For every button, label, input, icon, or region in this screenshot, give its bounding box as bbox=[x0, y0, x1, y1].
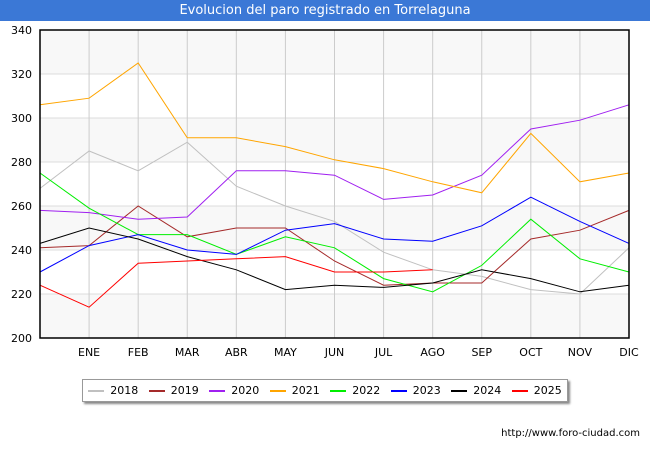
y-tick-label: 320 bbox=[11, 68, 32, 81]
y-tick-label: 280 bbox=[11, 156, 32, 169]
source-url: http://www.foro-ciudad.com bbox=[501, 428, 640, 439]
x-tick-label: SEP bbox=[471, 346, 492, 359]
x-tick-label: MAR bbox=[175, 346, 200, 359]
legend-item-2024: 2024 bbox=[451, 384, 501, 397]
x-tick-label: FEB bbox=[128, 346, 149, 359]
series-line-2019 bbox=[39, 205, 630, 286]
series-line-2020 bbox=[39, 104, 630, 220]
legend-label: 2024 bbox=[473, 384, 502, 397]
legend-swatch bbox=[330, 389, 347, 392]
legend-swatch bbox=[511, 389, 528, 392]
series-line-2025 bbox=[39, 256, 433, 308]
y-tick-label: 240 bbox=[11, 244, 32, 257]
legend-swatch bbox=[148, 389, 165, 392]
series-line-2023 bbox=[39, 196, 630, 273]
legend-label: 2021 bbox=[291, 384, 320, 397]
x-tick-label: DIC bbox=[619, 346, 639, 359]
x-tick-label: NOV bbox=[568, 346, 593, 359]
legend-item-2022: 2022 bbox=[330, 384, 380, 397]
legend-swatch bbox=[88, 389, 105, 392]
y-tick-label: 300 bbox=[11, 112, 32, 125]
legend-label: 2023 bbox=[412, 384, 441, 397]
legend-swatch bbox=[209, 389, 226, 392]
series-line-2018 bbox=[39, 141, 630, 295]
y-tick-label: 340 bbox=[11, 24, 32, 37]
x-tick-label: JUN bbox=[324, 346, 345, 359]
legend-item-2019: 2019 bbox=[148, 384, 199, 397]
y-tick-label: 200 bbox=[11, 332, 32, 345]
x-tick-label: MAY bbox=[274, 346, 297, 359]
legend-item-2025: 2025 bbox=[511, 384, 562, 397]
plot-frame bbox=[39, 29, 630, 339]
x-tick-label: ABR bbox=[225, 346, 248, 359]
chart-title: Evolucion del paro registrado en Torrela… bbox=[0, 0, 650, 21]
x-tick-label: JUL bbox=[374, 346, 393, 359]
legend-item-2020: 2020 bbox=[209, 384, 259, 397]
legend-label: 2020 bbox=[231, 384, 260, 397]
legend-label: 2018 bbox=[110, 384, 139, 397]
x-tick-label: ENE bbox=[78, 346, 100, 359]
legend-swatch bbox=[390, 389, 407, 392]
legend-item-2018: 2018 bbox=[88, 384, 138, 397]
legend-label: 2019 bbox=[170, 384, 199, 397]
legend-label: 2025 bbox=[533, 384, 562, 397]
x-tick-label: OCT bbox=[519, 346, 542, 359]
legend-label: 2022 bbox=[352, 384, 381, 397]
legend: 2018 2019 2020 2021 2022 2023 2024 2025 bbox=[82, 379, 568, 402]
legend-swatch bbox=[269, 389, 286, 392]
series-line-2021 bbox=[39, 62, 630, 194]
series-line-2024 bbox=[39, 227, 630, 293]
legend-item-2023: 2023 bbox=[390, 384, 441, 397]
y-tick-label: 260 bbox=[11, 200, 32, 213]
legend-item-2021: 2021 bbox=[269, 384, 320, 397]
y-tick-label: 220 bbox=[11, 288, 32, 301]
legend-swatch bbox=[451, 389, 468, 392]
x-tick-label: AGO bbox=[420, 346, 445, 359]
